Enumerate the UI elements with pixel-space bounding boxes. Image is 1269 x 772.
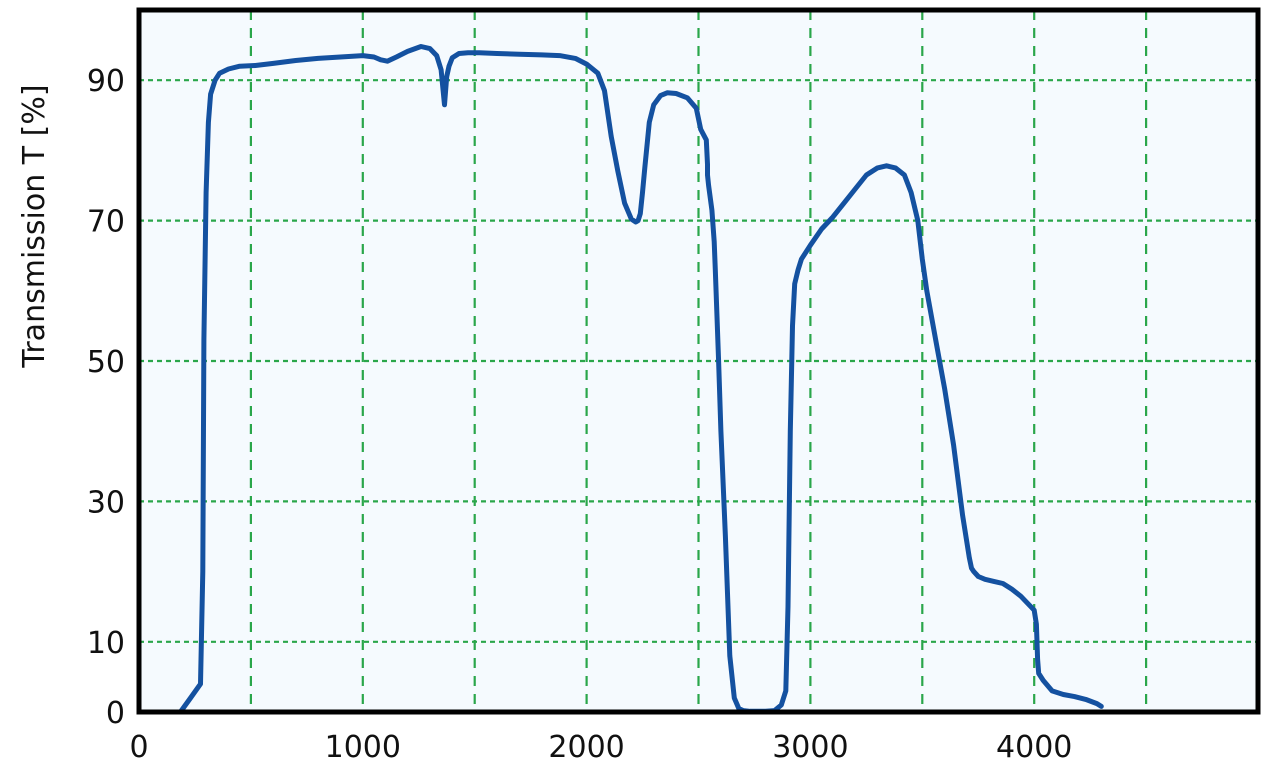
x-tick-label-2000: 2000 [548, 730, 624, 765]
y-axis-title: Transmission T [%] [17, 84, 52, 368]
y-tick-label-70: 70 [87, 205, 125, 240]
series-line-0 [177, 44, 1104, 715]
x-axis-ticks: 0 1000 2000 3000 4000 [129, 730, 1072, 765]
series-group [177, 44, 1104, 715]
y-tick-label-0: 0 [106, 696, 125, 731]
gridlines [139, 10, 1258, 712]
x-tick-label-4000: 4000 [996, 730, 1072, 765]
plot-frame [136, 7, 1261, 715]
y-tick-label-10: 10 [87, 626, 125, 661]
y-axis-ticks: 0 10 30 50 70 90 [87, 64, 125, 731]
y-tick-label-50: 50 [87, 345, 125, 380]
x-tick-label-1000: 1000 [325, 730, 401, 765]
x-tick-label-0: 0 [129, 730, 148, 765]
x-tick-label-3000: 3000 [772, 730, 848, 765]
y-tick-label-30: 30 [87, 485, 125, 520]
y-tick-label-90: 90 [87, 64, 125, 99]
